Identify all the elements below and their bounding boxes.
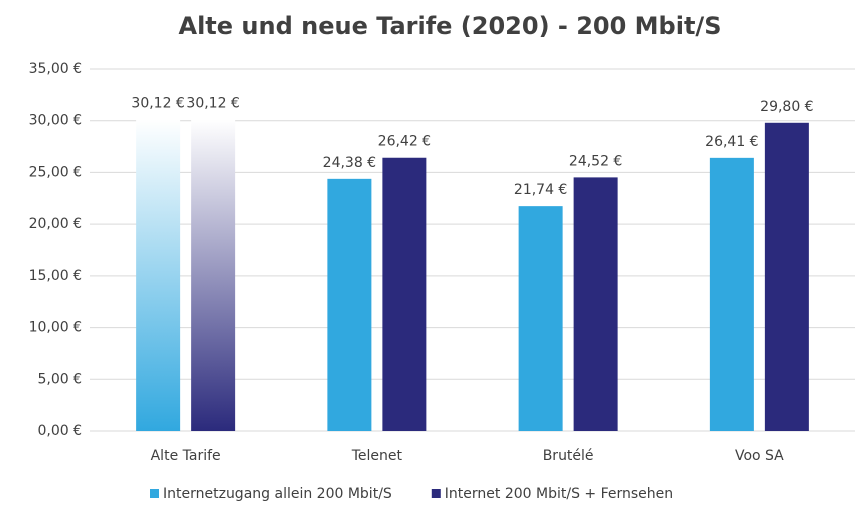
bar (327, 178, 372, 431)
value-label: 26,42 € (378, 134, 431, 150)
bar (518, 206, 563, 431)
value-label: 24,52 € (569, 153, 622, 169)
bar (382, 157, 427, 432)
value-label: 29,80 € (760, 99, 813, 115)
y-tick-label: 0,00 € (37, 423, 82, 439)
value-label: 24,38 € (323, 155, 376, 171)
legend-swatch (431, 489, 441, 498)
bar (709, 157, 754, 431)
y-tick-label: 5,00 € (37, 371, 82, 387)
bar (573, 177, 618, 431)
y-tick-label: 10,00 € (29, 320, 82, 336)
bar (191, 119, 236, 431)
y-tick-label: 20,00 € (29, 216, 82, 232)
x-tick-label: Alte Tarife (151, 448, 221, 464)
value-label: 21,74 € (514, 182, 567, 198)
value-label: 30,12 € (131, 95, 184, 111)
bar (764, 122, 809, 431)
legend-label: Internet 200 Mbit/S + Fernsehen (445, 486, 673, 502)
bar (136, 119, 181, 431)
y-tick-label: 30,00 € (29, 113, 82, 129)
x-tick-label: Telenet (351, 448, 403, 464)
y-tick-label: 15,00 € (29, 268, 82, 284)
legend-swatch (150, 489, 159, 498)
x-tick-label: Voo SA (735, 448, 784, 464)
x-tick-label: Brutélé (543, 448, 594, 464)
value-label: 26,41 € (705, 134, 758, 150)
value-label: 30,12 € (186, 95, 239, 111)
y-tick-label: 35,00 € (29, 61, 82, 77)
y-tick-label: 25,00 € (29, 164, 82, 180)
chart-title: Alte und neue Tarife (2020) - 200 Mbit/S (179, 12, 722, 40)
legend-label: Internetzugang allein 200 Mbit/S (163, 486, 392, 502)
